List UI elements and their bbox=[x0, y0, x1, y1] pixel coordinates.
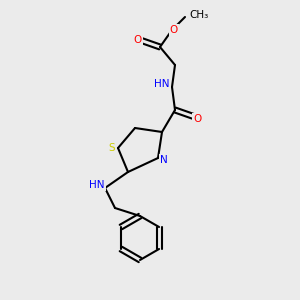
Text: S: S bbox=[109, 143, 115, 153]
Text: O: O bbox=[170, 25, 178, 35]
Text: O: O bbox=[134, 35, 142, 45]
Text: N: N bbox=[160, 155, 168, 165]
Text: O: O bbox=[193, 114, 201, 124]
Text: CH₃: CH₃ bbox=[189, 10, 208, 20]
Text: HN: HN bbox=[154, 79, 170, 89]
Text: HN: HN bbox=[89, 180, 105, 190]
